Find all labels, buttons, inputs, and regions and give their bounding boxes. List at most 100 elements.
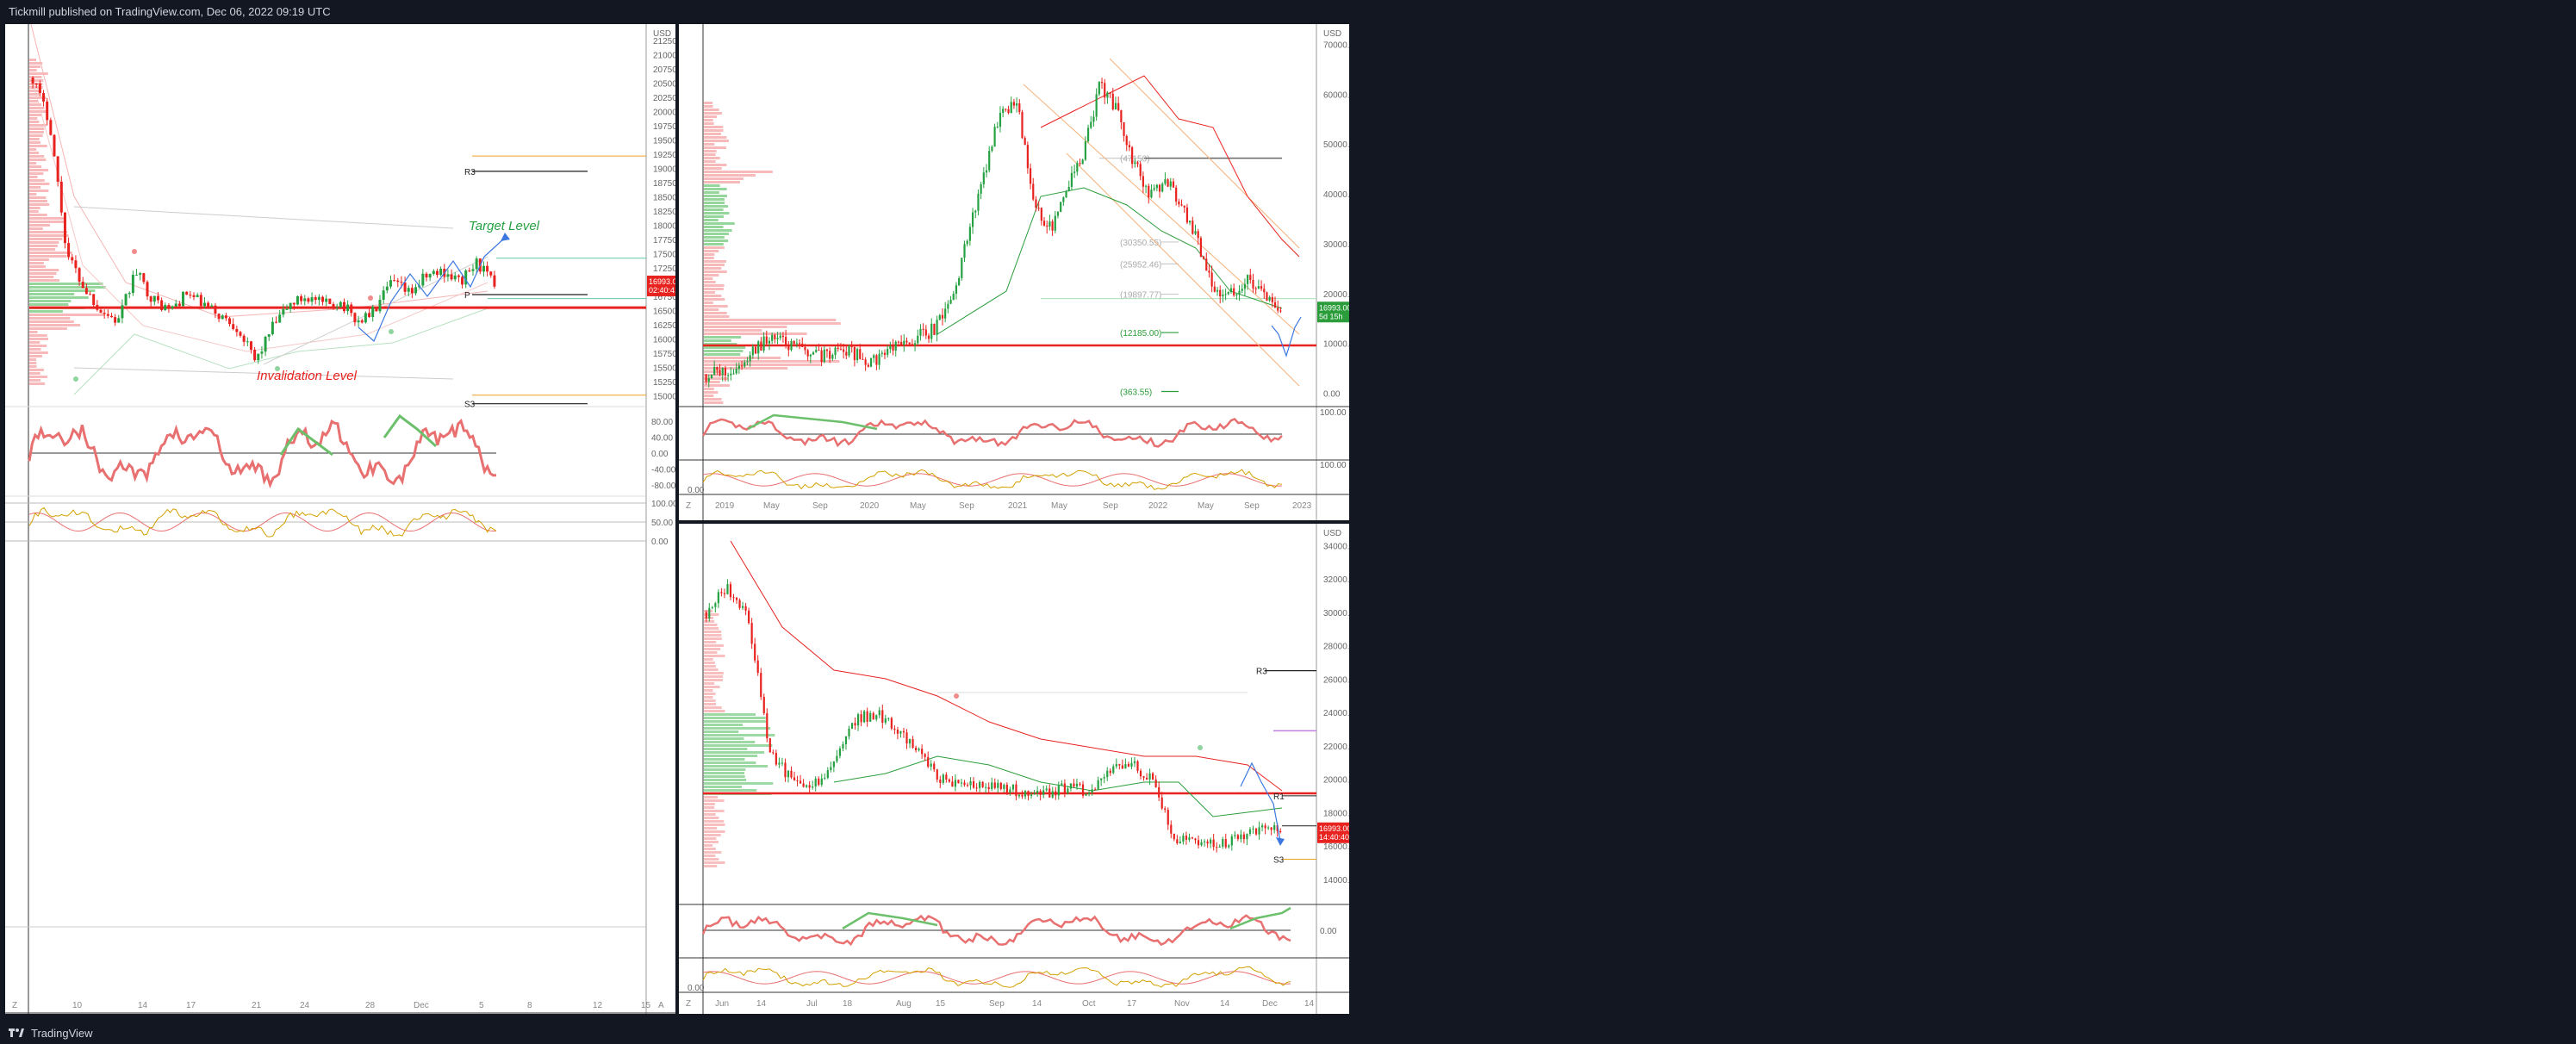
volume-profile-bar bbox=[29, 348, 41, 351]
candle-body bbox=[385, 286, 389, 291]
candle-body bbox=[854, 723, 856, 726]
timezone-icon: Z bbox=[686, 501, 691, 511]
candle-body bbox=[199, 295, 202, 307]
candle-body bbox=[353, 313, 357, 323]
candle-body bbox=[820, 350, 823, 363]
osc-tick-label: -80.00 bbox=[651, 482, 675, 491]
candle-body bbox=[1076, 163, 1079, 172]
currency-label: USD bbox=[653, 29, 671, 39]
candle-body bbox=[787, 345, 790, 351]
candle-body bbox=[775, 753, 777, 765]
candle-body bbox=[768, 738, 771, 753]
volume-profile-bar bbox=[704, 858, 719, 861]
candle-body bbox=[89, 294, 92, 295]
osc-tick-label: 0.00 bbox=[651, 450, 669, 459]
volume-profile-bar bbox=[704, 644, 724, 647]
candle-body bbox=[275, 321, 278, 323]
volume-profile-bar bbox=[704, 312, 727, 314]
x-tick-label: 10 bbox=[72, 1001, 83, 1010]
volume-profile-bar bbox=[704, 274, 719, 277]
volume-profile-bar bbox=[704, 854, 716, 857]
volume-profile-bar bbox=[704, 336, 742, 339]
candle-body bbox=[988, 151, 991, 171]
candle-body bbox=[818, 350, 820, 351]
candle-body bbox=[802, 783, 805, 787]
last-price-badge bbox=[647, 275, 675, 296]
y-tick-label: 18750.00 bbox=[653, 179, 675, 189]
osc2-tick-label: 100.00 bbox=[1320, 461, 1347, 470]
volume-profile-bar bbox=[29, 179, 45, 182]
volume-profile-bar bbox=[704, 315, 730, 318]
candle-body bbox=[1249, 275, 1252, 280]
candle-body bbox=[1024, 791, 1027, 797]
candle-body bbox=[296, 295, 299, 305]
rsi-line bbox=[701, 914, 1291, 947]
volume-profile-bar bbox=[29, 93, 40, 96]
candle-body bbox=[938, 314, 941, 320]
candle-body bbox=[1026, 145, 1029, 169]
candle-body bbox=[944, 308, 947, 319]
candle-body bbox=[963, 244, 966, 258]
candle-body bbox=[285, 308, 289, 310]
candle-body bbox=[864, 359, 867, 365]
candle-body bbox=[400, 282, 403, 283]
candle-body bbox=[1015, 784, 1017, 797]
candle-body bbox=[892, 345, 894, 351]
candle-body bbox=[793, 777, 796, 780]
candle-body bbox=[435, 270, 439, 276]
candle-body bbox=[975, 787, 978, 789]
candle-body bbox=[1273, 301, 1277, 308]
candle-body bbox=[1125, 135, 1128, 146]
y-tick-label: 14000.00 bbox=[1323, 876, 1349, 886]
y-tick-label: 17750.00 bbox=[653, 236, 675, 245]
candle-body bbox=[1279, 830, 1282, 832]
candle-body bbox=[1142, 176, 1144, 187]
volume-profile-bar bbox=[29, 107, 45, 109]
candle-body bbox=[63, 212, 66, 244]
candle-body bbox=[941, 314, 944, 319]
candle-body bbox=[325, 298, 328, 302]
volume-profile-bar bbox=[29, 200, 47, 202]
candle-body bbox=[760, 341, 762, 351]
candle-body bbox=[776, 338, 779, 339]
candle-body bbox=[307, 298, 310, 302]
volume-profile-bar bbox=[704, 384, 730, 387]
y-tick-label: 16750.00 bbox=[653, 293, 675, 302]
volume-profile-bar bbox=[704, 741, 756, 743]
candle-body bbox=[930, 323, 933, 339]
candle-body bbox=[730, 373, 732, 376]
candle-body bbox=[92, 294, 96, 306]
candle-body bbox=[42, 93, 46, 102]
projection-arrow-icon bbox=[501, 233, 510, 241]
chart-panel-top-right[interactable]: (47150) (30350.55) (25952.46) (19897.77) (12… bbox=[679, 24, 1349, 520]
candle-body bbox=[1016, 103, 1018, 106]
candle-body bbox=[710, 374, 713, 379]
y-tick-label: 18250.00 bbox=[653, 208, 675, 217]
target-level-label: Target Level bbox=[469, 219, 540, 233]
chart-panel-bottom-right[interactable]: R3 R1 S3 USD 34000.00 32000.00 30000.00 28000.0… bbox=[679, 524, 1349, 1014]
candle-body bbox=[757, 341, 760, 354]
candle-body bbox=[242, 335, 246, 342]
candle-body bbox=[185, 291, 189, 295]
volume-profile-bar bbox=[29, 176, 38, 178]
candle-body bbox=[49, 120, 53, 135]
volume-profile-bar bbox=[704, 171, 773, 173]
y-tick-label: 15750.00 bbox=[653, 350, 675, 359]
r3-label: R3 bbox=[464, 168, 476, 177]
candle-body bbox=[410, 288, 414, 294]
x-tick-label: 15 bbox=[936, 999, 946, 1009]
candle-body bbox=[142, 273, 146, 283]
volume-profile-bar bbox=[704, 813, 716, 816]
candle-body bbox=[1081, 784, 1085, 796]
x-tick-label: 2022 bbox=[1148, 501, 1168, 511]
volume-profile-bar bbox=[704, 401, 724, 404]
volume-profile-bar bbox=[29, 196, 47, 199]
volume-profile-bar bbox=[704, 191, 719, 194]
candle-body bbox=[1079, 783, 1081, 785]
candle-body bbox=[1010, 102, 1012, 114]
candle-body bbox=[905, 340, 908, 343]
x-tick-label: 14 bbox=[1220, 999, 1230, 1009]
volume-profile-bar bbox=[704, 662, 715, 664]
candle-body bbox=[966, 240, 968, 245]
